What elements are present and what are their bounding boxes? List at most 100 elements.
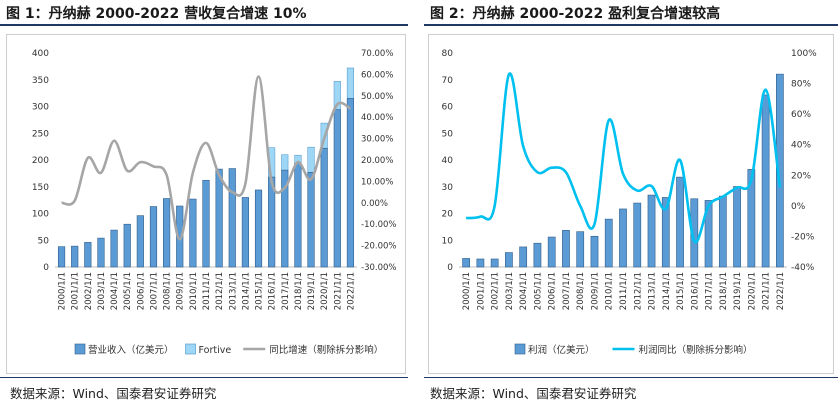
x-tick-label: 2014/1/1 (662, 272, 672, 310)
revenue-bar (733, 186, 741, 268)
legend-swatch-bar (514, 343, 526, 355)
y2-tick-label: -20.00% (361, 242, 396, 252)
y2-tick-label: 30.00% (361, 135, 393, 145)
x-tick-label: 2006/1/1 (136, 272, 146, 310)
revenue-bar (202, 180, 210, 268)
revenue-bar (320, 147, 328, 268)
revenue-bar (294, 162, 302, 268)
x-tick-label: 2000/1/1 (462, 272, 472, 310)
revenue-bar (690, 198, 699, 268)
legend-label: 同比增速（剔除拆分影响） (269, 344, 383, 356)
x-tick-label: 2011/1/1 (202, 272, 212, 310)
right-source-rule (424, 377, 838, 378)
y2-tick-label: 100% (791, 49, 817, 59)
revenue-bar (136, 215, 144, 268)
y-tick-label: 0 (43, 263, 49, 273)
x-tick-label: 2012/1/1 (215, 272, 225, 310)
growth-line (61, 75, 352, 241)
x-tick-label: 2005/1/1 (533, 272, 543, 310)
revenue-bar (189, 198, 197, 268)
x-tick-label: 2009/1/1 (176, 272, 186, 310)
x-tick-label: 2010/1/1 (605, 272, 615, 310)
x-tick-label: 2004/1/1 (110, 272, 120, 310)
x-tick-label: 2019/1/1 (307, 272, 317, 310)
revenue-bar (149, 206, 158, 268)
left-chart-frame: 0 50 100 150 200 250 300 350 400 -30.00% -20.00% -1… (6, 34, 406, 374)
y-tick-label: 40 (442, 156, 454, 166)
x-tick-label: 2003/1/1 (97, 272, 107, 310)
right-chart: 0 10 20 30 40 50 60 70 80 -40% -20% 0% 20% 40% 60% 80% 1… (442, 49, 818, 356)
revenue-bar (163, 198, 171, 268)
x-tick-label: 2008/1/1 (163, 272, 173, 310)
y2-tick-label: 20.00% (361, 156, 393, 166)
revenue-bar (215, 168, 223, 268)
y2-tick-label: 10.00% (361, 177, 393, 187)
legend-swatch-bar (74, 343, 86, 355)
x-tick-label: 2007/1/1 (149, 272, 159, 310)
x-tick-label: 2009/1/1 (590, 272, 600, 310)
left-chart-title: 图 1：丹纳赫 2000-2022 营收复合增速 10% (6, 6, 307, 22)
x-tick-label: 2020/1/1 (747, 272, 757, 310)
left-source-note: 数据来源：Wind、国泰君安证券研究 (10, 386, 217, 401)
revenue-bar (633, 202, 642, 268)
revenue-bar (462, 258, 470, 268)
y2-tick-label: -40% (791, 263, 815, 273)
left-source-rule (0, 377, 408, 378)
y2-tick-label: 0.00% (361, 199, 388, 209)
y2-tick-label: -20% (791, 232, 815, 242)
y-tick-label: 200 (32, 156, 49, 166)
x-tick-label: 2011/1/1 (619, 272, 629, 310)
y2-tick-label: -30.00% (361, 263, 396, 273)
revenue-bar (333, 109, 341, 268)
y2-tick-label: 60% (791, 110, 811, 120)
right-chart-frame: 0 10 20 30 40 50 60 70 80 -40% -20% 0% 20% 40% 60% 80% 1… (428, 34, 834, 374)
revenue-bar (241, 197, 249, 268)
y-tick-label: 150 (32, 183, 49, 193)
y-tick-label: 400 (32, 49, 49, 59)
y-tick-label: 10 (442, 236, 454, 246)
x-tick-label: 2021/1/1 (333, 272, 343, 310)
x-tick-label: 2012/1/1 (633, 272, 643, 310)
x-tick-label: 2013/1/1 (648, 272, 658, 310)
revenue-bar (761, 94, 770, 268)
revenue-bar (704, 200, 713, 268)
revenue-bar (647, 194, 656, 268)
x-tick-label: 2010/1/1 (189, 272, 199, 310)
x-tick-label: 2016/1/1 (268, 272, 278, 310)
x-tick-label: 2006/1/1 (548, 272, 558, 310)
left-chart: 0 50 100 150 200 250 300 350 400 -30.00% -20.00% -1… (32, 49, 397, 356)
y2-tick-label: 50.00% (361, 92, 393, 102)
revenue-bar (84, 242, 92, 268)
fortive-bar (281, 154, 289, 171)
x-tick-label: 2001/1/1 (476, 272, 486, 310)
y2-tick-label: 40.00% (361, 113, 393, 123)
y2-tick-label: 60.00% (361, 70, 393, 80)
revenue-bar (281, 169, 289, 268)
revenue-bar (490, 258, 499, 268)
revenue-bar (57, 246, 66, 268)
revenue-bar (718, 195, 727, 268)
left-title-bar: 图 1：丹纳赫 2000-2022 营收复合增速 10% (0, 0, 408, 26)
y2-tick-label: 40% (791, 141, 811, 151)
y-tick-label: 350 (32, 76, 49, 86)
revenue-bar (110, 229, 118, 268)
right-title-bar: 图 2：丹纳赫 2000-2022 盈利复合增速较高 (424, 0, 838, 26)
legend-swatch-bar (185, 343, 196, 355)
x-tick-label: 2021/1/1 (762, 272, 772, 310)
y2-tick-label: 0% (791, 202, 806, 212)
revenue-bar (747, 169, 756, 268)
y-tick-label: 50 (38, 236, 50, 246)
x-tick-label: 2014/1/1 (241, 272, 251, 310)
revenue-bar (505, 252, 513, 268)
legend-label: 营业收入（亿美元） (88, 344, 174, 356)
x-tick-label: 2020/1/1 (320, 272, 330, 310)
x-tick-label: 2019/1/1 (733, 272, 743, 310)
x-tick-label: 2003/1/1 (505, 272, 515, 310)
revenue-bar (97, 237, 105, 268)
y2-tick-label: -10.00% (361, 220, 396, 230)
y2-tick-label: 20% (791, 171, 811, 181)
revenue-bar (590, 235, 599, 268)
y-tick-label: 0 (447, 263, 453, 273)
y-tick-label: 60 (442, 103, 454, 113)
revenue-bar (619, 208, 627, 268)
